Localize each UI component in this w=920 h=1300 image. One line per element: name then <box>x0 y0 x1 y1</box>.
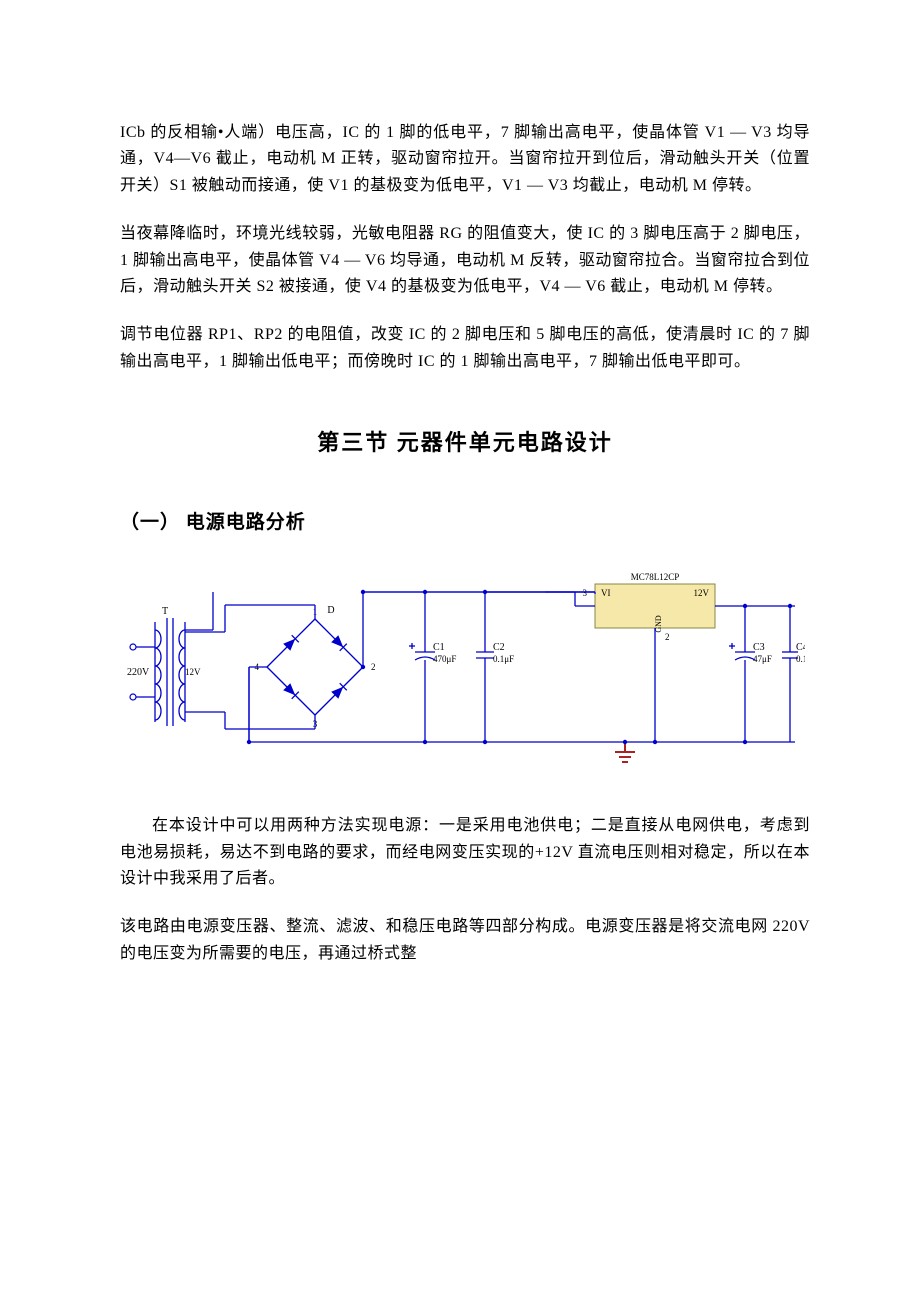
svg-text:0.1μ: 0.1μ <box>796 654 805 664</box>
svg-text:220V: 220V <box>127 667 150 678</box>
svg-text:C4: C4 <box>796 642 805 653</box>
svg-text:VI: VI <box>601 588 611 598</box>
sub-section-title: （一） 电源电路分析 <box>120 507 810 534</box>
paragraph-2: 当夜幕降临时，环境光线较弱，光敏电阻器 RG 的阻值变大，使 IC 的 3 脚电… <box>120 221 810 300</box>
svg-text:2: 2 <box>665 632 670 642</box>
paragraph-1: ICb 的反相输•人端）电压高，IC 的 1 脚的低电平，7 脚输出高电平，使晶… <box>120 120 810 199</box>
svg-text:12V: 12V <box>694 588 710 598</box>
svg-text:47μF: 47μF <box>753 654 772 664</box>
svg-text:D: D <box>327 605 334 616</box>
svg-text:2: 2 <box>371 662 376 672</box>
paragraph-5: 该电路由电源变压器、整流、滤波、和稳压电路等四部分构成。电源变压器是将交流电网 … <box>120 914 810 967</box>
paragraph-3: 调节电位器 RP1、RP2 的电阻值，改变 IC 的 2 脚电压和 5 脚电压的… <box>120 322 810 375</box>
svg-text:12V: 12V <box>185 667 201 677</box>
paragraph-4: 在本设计中可以用两种方法实现电源：一是采用电池供电；二是直接从电网供电，考虑到电… <box>120 813 810 892</box>
circuit-diagram: 220VT12VD1234C1470μFC20.1μFMC78L12CPVI12… <box>125 552 805 787</box>
svg-text:C2: C2 <box>493 642 505 653</box>
section-title: 第三节 元器件单元电路设计 <box>120 425 810 457</box>
svg-text:T: T <box>162 606 168 617</box>
svg-text:C1: C1 <box>433 642 445 653</box>
svg-text:MC78L12CP: MC78L12CP <box>631 572 680 582</box>
svg-text:470μF: 470μF <box>433 654 456 664</box>
svg-text:0.1μF: 0.1μF <box>493 654 514 664</box>
svg-text:C3: C3 <box>753 642 765 653</box>
svg-text:3: 3 <box>583 588 588 598</box>
document-page: ICb 的反相输•人端）电压高，IC 的 1 脚的低电平，7 脚输出高电平，使晶… <box>0 0 920 1049</box>
